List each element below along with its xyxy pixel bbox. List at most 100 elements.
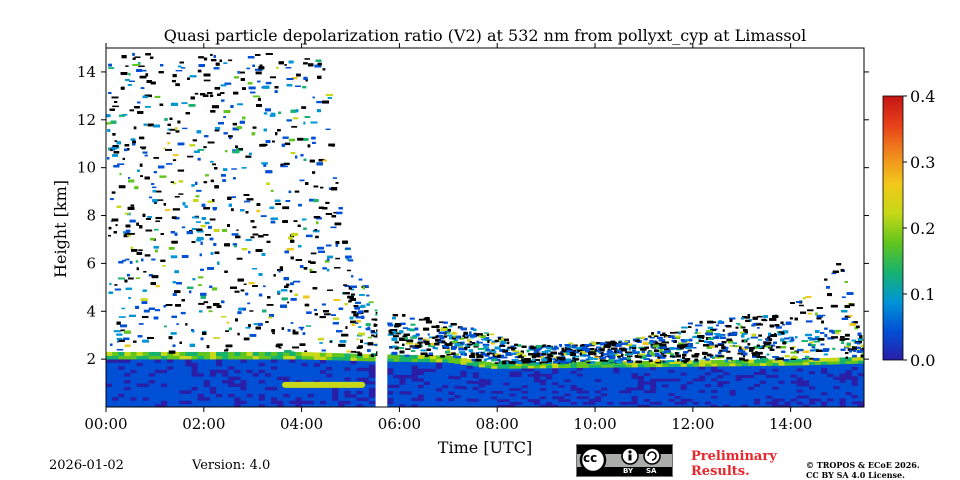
bl-cell: [399, 371, 407, 375]
speckle: [757, 339, 763, 341]
bl-cell: [815, 388, 822, 393]
bl-cell: [595, 378, 602, 383]
bl-cell: [295, 372, 303, 377]
bl-cell: [546, 381, 553, 386]
bl-cell: [209, 372, 217, 377]
bl-cell: [509, 398, 517, 403]
bl-cell: [760, 389, 767, 393]
bl-cell: [796, 391, 804, 396]
bl-cell: [650, 369, 657, 373]
speckle: [170, 332, 177, 335]
speckle: [189, 75, 197, 78]
bl-cell: [582, 398, 590, 402]
bl-cell: [405, 358, 413, 363]
speckle: [180, 67, 186, 69]
bl-cell: [429, 387, 437, 392]
bl-cell: [252, 382, 260, 387]
bl-cell: [582, 387, 590, 391]
speckle: [159, 175, 167, 178]
speckle: [235, 235, 241, 239]
bl-cell: [717, 386, 725, 390]
bl-cell: [179, 362, 187, 367]
bl-cell: [619, 395, 627, 400]
bl-cell: [760, 377, 767, 381]
bl-cell: [368, 390, 376, 395]
bl-cell: [552, 361, 559, 366]
bl-cell: [240, 389, 248, 394]
bl-cell: [362, 373, 370, 378]
speckle: [598, 348, 605, 352]
bl-cell: [552, 381, 559, 386]
bl-cell: [436, 371, 443, 376]
bl-cell: [705, 363, 712, 367]
bl-cell: [283, 403, 290, 407]
bl-cell: [833, 366, 841, 371]
speckle: [346, 269, 352, 272]
speckle: [483, 336, 490, 340]
bl-cell: [546, 384, 553, 388]
bl-cell: [167, 362, 174, 367]
bl-cell: [839, 391, 847, 396]
bl-cell: [185, 382, 193, 387]
bl-cell: [723, 380, 731, 385]
bl-cell: [460, 394, 468, 399]
bl-cell: [161, 393, 168, 398]
bl-cell: [643, 363, 651, 368]
bl-cell: [760, 374, 767, 378]
bl-cell: [717, 368, 725, 373]
bl-cell: [643, 369, 651, 374]
bl-cell: [454, 397, 462, 402]
bl-cell: [216, 396, 223, 401]
bl-cell: [142, 362, 150, 367]
bl-cell: [271, 386, 278, 391]
bl-cell: [705, 380, 712, 385]
speckle: [220, 315, 227, 318]
speckle: [426, 354, 434, 357]
bl-cell: [705, 360, 712, 364]
speckle: [144, 154, 148, 157]
bl-cell: [735, 371, 743, 376]
speckle: [243, 283, 247, 285]
bl-cell: [711, 389, 718, 393]
bl-cell: [650, 375, 657, 379]
bl-cell: [845, 363, 853, 368]
bl-cell: [344, 360, 352, 365]
bl-cell: [472, 389, 480, 393]
bl-cell: [411, 380, 419, 385]
bl-cell: [460, 373, 468, 377]
speckle: [849, 303, 855, 307]
bl-cell: [857, 403, 864, 407]
bl-cell: [619, 378, 627, 382]
bl-cell: [485, 378, 492, 383]
bl-cell: [289, 372, 297, 377]
bl-cell: [778, 395, 786, 399]
bl-cell: [827, 385, 835, 390]
speckle: [356, 334, 363, 337]
bl-cell: [478, 404, 486, 407]
bl-cell: [319, 403, 327, 407]
bl-cell: [851, 360, 859, 364]
speckle: [478, 351, 486, 354]
bl-cell: [209, 351, 217, 356]
speckle: [175, 130, 180, 133]
bl-cell: [625, 375, 633, 379]
bl-cell: [442, 400, 449, 405]
speckle: [599, 352, 604, 354]
bl-cell: [246, 351, 254, 356]
bl-cell: [570, 401, 578, 405]
bl-cell: [429, 358, 437, 363]
bl-cell: [570, 404, 578, 407]
bl-cell: [650, 366, 657, 371]
speckle: [482, 343, 490, 347]
bl-cell: [796, 400, 804, 405]
bl-cell: [625, 395, 633, 399]
bl-cell: [711, 395, 718, 399]
bl-cell: [148, 396, 156, 401]
bl-cell: [760, 368, 767, 372]
bl-cell: [368, 377, 376, 382]
bl-cell: [387, 400, 394, 405]
bl-cell: [784, 395, 792, 399]
bl-cell: [625, 384, 633, 388]
bl-cell: [643, 392, 651, 397]
bl-cell: [619, 384, 627, 388]
